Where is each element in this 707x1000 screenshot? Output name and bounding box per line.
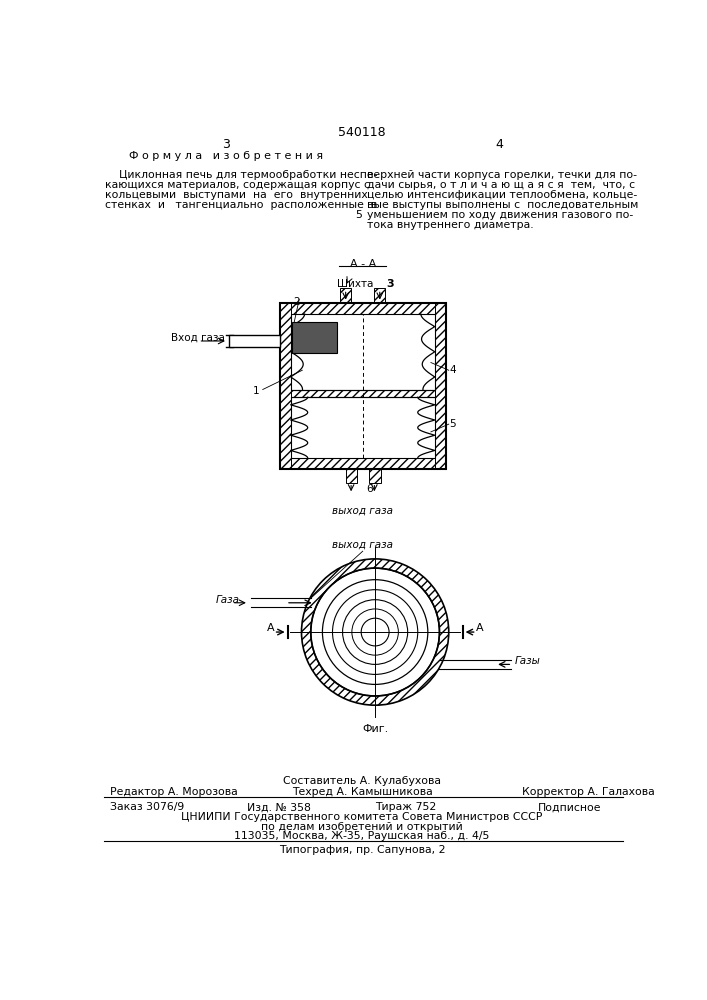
Text: А - А: А - А	[349, 259, 376, 269]
Bar	[340, 288, 351, 303]
Text: Циклонная печь для термообработки неспе-: Циклонная печь для термообработки неспе-	[105, 170, 378, 180]
Text: Газа: Газа	[216, 595, 240, 605]
Text: Подписное: Подписное	[538, 802, 602, 812]
Text: Типография, пр. Сапунова, 2: Типография, пр. Сапунова, 2	[279, 845, 445, 855]
Wedge shape	[301, 559, 449, 705]
Text: выход газа: выход газа	[332, 506, 393, 516]
Text: Шихта: Шихта	[337, 279, 373, 289]
Text: Корректор А. Галахова: Корректор А. Галахова	[522, 787, 655, 797]
Text: ЦНИИПИ Государственного комитета Совета Министров СССР: ЦНИИПИ Государственного комитета Совета …	[181, 812, 543, 822]
Text: 3: 3	[386, 279, 394, 289]
Text: 3: 3	[223, 138, 230, 151]
Text: Заказ 3076/9: Заказ 3076/9	[110, 802, 185, 812]
Text: кающихся материалов, содержащая корпус с: кающихся материалов, содержащая корпус с	[105, 180, 370, 190]
Bar	[280, 303, 445, 314]
Text: выход газа: выход газа	[332, 540, 393, 550]
Text: 1: 1	[253, 386, 260, 396]
Bar	[346, 469, 357, 483]
Text: стенках  и   тангенциально  расположенные  в: стенках и тангенциально расположенные в	[105, 200, 378, 210]
Bar	[291, 389, 435, 397]
Text: 2: 2	[293, 297, 300, 307]
Text: вые выступы выполнены с  последовательным: вые выступы выполнены с последовательным	[368, 200, 638, 210]
Bar	[280, 303, 291, 469]
Text: Составитель А. Кулабухова: Составитель А. Кулабухова	[283, 776, 441, 786]
Text: целью интенсификации теплообмена, кольце-: целью интенсификации теплообмена, кольце…	[368, 190, 638, 200]
Text: Ф о р м у л а   и з о б р е т е н и я: Ф о р м у л а и з о б р е т е н и я	[129, 151, 323, 161]
Text: 6: 6	[367, 484, 373, 494]
Bar	[230, 335, 280, 347]
Text: Редактор А. Морозова: Редактор А. Морозова	[110, 787, 238, 797]
Text: дачи сырья, о т л и ч а ю щ а я с я  тем,  что, с: дачи сырья, о т л и ч а ю щ а я с я тем,…	[368, 180, 636, 190]
Text: 540118: 540118	[338, 126, 386, 139]
Bar	[369, 469, 380, 483]
Bar	[292, 322, 337, 353]
Text: Вход газа: Вход газа	[171, 333, 225, 343]
Text: Газы: Газы	[515, 656, 540, 666]
Text: 4: 4	[450, 365, 456, 375]
Text: Изд. № 358: Изд. № 358	[247, 802, 311, 812]
Text: Фиг.: Фиг.	[362, 724, 388, 734]
Bar	[435, 303, 445, 469]
Bar	[374, 288, 385, 303]
Text: уменьшением по ходу движения газового по-: уменьшением по ходу движения газового по…	[368, 210, 633, 220]
Text: по делам изобретений и открытий: по делам изобретений и открытий	[261, 822, 463, 832]
Text: Техред А. Камышникова: Техред А. Камышникова	[291, 787, 432, 797]
Text: Тираж 752: Тираж 752	[375, 802, 436, 812]
Text: А: А	[267, 623, 274, 633]
Text: 113035, Москва, Ж-35, Раушская наб., д. 4/5: 113035, Москва, Ж-35, Раушская наб., д. …	[234, 831, 490, 841]
Text: верхней части корпуса горелки, течки для по-: верхней части корпуса горелки, течки для…	[368, 170, 638, 180]
Text: тока внутреннего диаметра.: тока внутреннего диаметра.	[368, 220, 534, 230]
Text: А: А	[476, 623, 484, 633]
Text: кольцевыми  выступами  на  его  внутренних: кольцевыми выступами на его внутренних	[105, 190, 368, 200]
Bar	[280, 458, 445, 469]
Text: 5: 5	[450, 419, 456, 429]
Text: 4: 4	[495, 138, 503, 151]
Text: 5: 5	[356, 210, 362, 220]
